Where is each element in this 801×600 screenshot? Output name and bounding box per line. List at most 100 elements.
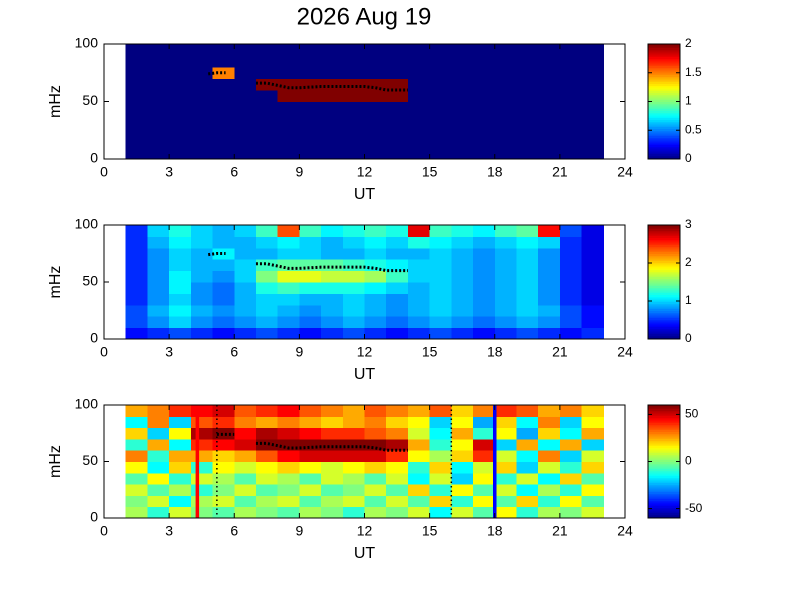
heatmap-cell: [277, 55, 300, 68]
heatmap-cell: [125, 327, 148, 340]
heatmap-cell: [342, 416, 365, 429]
heatmap-cell: [277, 461, 300, 474]
x-tick-label: 9: [295, 523, 303, 539]
heatmap-cell: [212, 461, 235, 474]
heatmap-cell: [125, 506, 148, 519]
heatmap-cell: [234, 67, 257, 79]
colorbar-step: [648, 479, 680, 482]
colorbar-step: [648, 457, 680, 461]
heatmap-cell: [538, 484, 561, 496]
colorbar-step: [648, 148, 680, 151]
heatmap-cell: [190, 124, 214, 137]
colorbar-step: [648, 482, 680, 485]
heatmap-cell: [169, 495, 192, 508]
colorbar-step: [648, 123, 680, 126]
colorbar-step: [648, 472, 680, 475]
heatmap-cell: [516, 44, 539, 56]
heatmap-cell: [342, 450, 365, 462]
heatmap-cell: [190, 450, 214, 462]
colorbar-step: [648, 289, 680, 292]
colorbar-step: [648, 505, 680, 508]
colorbar-step: [648, 502, 680, 505]
heatmap-cell: [516, 405, 539, 417]
heatmap-cell: [234, 236, 257, 249]
heatmap-cell: [169, 293, 192, 306]
colorbar-step: [648, 255, 680, 258]
heatmap-cell: [407, 316, 431, 329]
heatmap-cell: [364, 44, 387, 56]
heatmap-cell: [277, 225, 300, 237]
heatmap-cell: [147, 136, 170, 148]
heatmap-cell: [364, 450, 387, 462]
heatmap-cell: [147, 113, 170, 125]
heatmap-cell: [234, 270, 257, 283]
heatmap-cell: [581, 472, 604, 485]
colorbar-step: [648, 69, 680, 72]
y-axis-label: mHz: [47, 445, 64, 478]
colorbar-step: [648, 509, 680, 512]
colorbar-step: [648, 321, 680, 324]
heatmap-cell: [169, 147, 192, 160]
heatmap-cell: [342, 136, 365, 148]
colorbar-step: [648, 299, 680, 303]
heatmap-cell: [234, 293, 257, 306]
colorbar-step: [648, 265, 680, 269]
heatmap-cell: [581, 259, 604, 272]
heatmap-cell: [255, 427, 279, 440]
heatmap-cell: [169, 270, 192, 283]
heatmap-cell: [429, 55, 452, 68]
heatmap-cell: [538, 461, 561, 474]
heatmap-cell: [342, 236, 365, 249]
heatmap-cell: [364, 484, 387, 496]
heatmap-cell: [364, 136, 387, 148]
colorbar-step: [648, 290, 680, 294]
heatmap-cell: [451, 427, 474, 440]
heatmap-cell: [538, 101, 561, 114]
heatmap-cell: [538, 147, 561, 160]
heatmap-cell: [581, 461, 604, 474]
heatmap-cell: [494, 293, 517, 306]
heatmap-cell: [277, 101, 300, 114]
heatmap-cell: [559, 484, 583, 496]
colorbar-step: [648, 280, 680, 283]
y-axis-label: mHz: [47, 85, 64, 118]
heatmap-cell: [299, 113, 322, 125]
heatmap-cell: [473, 506, 496, 519]
heatmap-cell: [321, 438, 344, 451]
heatmap-cell: [277, 427, 300, 440]
heatmap-cell: [581, 327, 604, 340]
colorbar-step: [648, 153, 680, 156]
heatmap-cell: [321, 147, 344, 160]
colorbar-step: [648, 115, 680, 119]
heatmap-cell: [581, 484, 604, 496]
heatmap-cell: [299, 136, 322, 148]
colorbar-step: [648, 110, 680, 113]
colorbar-step: [648, 278, 680, 281]
colorbar-step: [648, 128, 680, 131]
colorbar-step: [648, 429, 680, 432]
colorbar-step: [648, 246, 680, 249]
heatmap-cell: [342, 44, 365, 56]
heatmap-cell: [147, 450, 170, 462]
colorbar-step: [648, 273, 680, 276]
heatmap-cell: [321, 461, 344, 474]
heatmap-cell: [451, 55, 474, 68]
heatmap-cell: [255, 282, 279, 294]
heatmap-cell: [125, 259, 148, 272]
heatmap-cell: [559, 304, 583, 317]
heatmap-cell: [321, 113, 344, 125]
heatmap-cell: [494, 259, 517, 272]
heatmap-cell: [451, 495, 474, 508]
heatmap-cell: [451, 327, 474, 340]
heatmap-cell: [234, 316, 257, 329]
heatmap-cell: [516, 427, 539, 440]
colorbar-step: [648, 303, 680, 306]
heatmap-cell: [494, 236, 517, 249]
heatmap-cell: [451, 124, 474, 137]
colorbar-step: [648, 445, 680, 448]
heatmap-cell: [299, 450, 322, 462]
heatmap-cell: [277, 405, 300, 417]
colorbar-step: [648, 233, 680, 237]
heatmap-cell: [234, 438, 257, 451]
heatmap-cell: [299, 416, 322, 429]
